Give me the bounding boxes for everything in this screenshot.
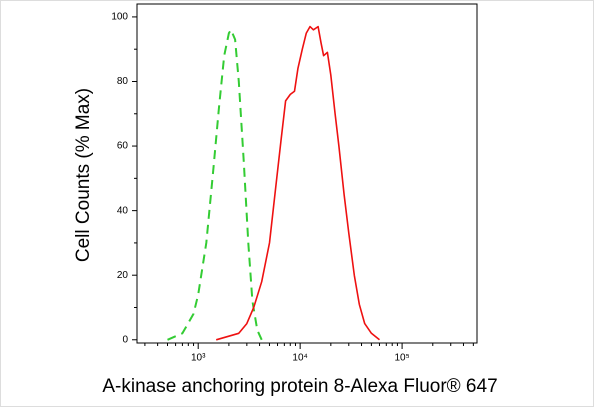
y-tick-label: 20 [117,270,129,281]
y-tick-label: 80 [117,76,129,87]
y-tick-label: 40 [117,205,129,216]
y-tick-label: 60 [117,141,129,152]
histogram-line [215,25,381,341]
y-tick-label: 100 [111,12,128,23]
y-axis-title: Cell Counts (% Max) [73,88,94,262]
x-tick-label: 10⁴ [292,353,307,364]
histogram-line [167,28,263,341]
x-tick-label: 10³ [191,353,206,364]
x-tick-label: 10⁵ [394,353,409,364]
plot-frame [136,3,478,344]
y-tick-label: 0 [122,334,128,345]
x-axis-title: A-kinase anchoring protein 8-Alexa Fluor… [102,376,497,397]
